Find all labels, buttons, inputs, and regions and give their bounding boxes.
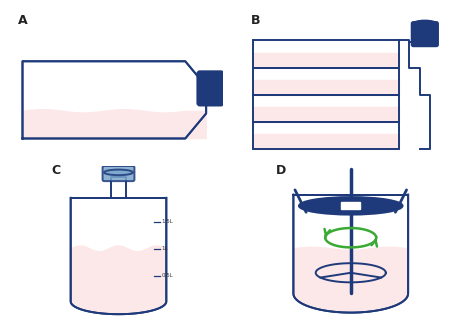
Bar xyxy=(253,67,399,95)
Ellipse shape xyxy=(413,21,437,27)
Text: 1.5L: 1.5L xyxy=(162,219,173,224)
Text: 1L: 1L xyxy=(162,246,168,251)
Polygon shape xyxy=(253,134,399,149)
Polygon shape xyxy=(253,107,399,122)
Polygon shape xyxy=(341,202,360,209)
Polygon shape xyxy=(253,52,399,67)
Polygon shape xyxy=(253,80,399,95)
Bar xyxy=(253,95,399,122)
Polygon shape xyxy=(200,93,208,97)
Bar xyxy=(253,122,399,149)
FancyBboxPatch shape xyxy=(197,71,223,106)
Polygon shape xyxy=(110,177,127,198)
Text: D: D xyxy=(276,164,286,177)
Text: B: B xyxy=(251,14,260,27)
Text: 0.5L: 0.5L xyxy=(162,274,173,279)
Text: A: A xyxy=(18,14,28,27)
Polygon shape xyxy=(22,61,206,138)
FancyBboxPatch shape xyxy=(102,166,135,181)
Polygon shape xyxy=(22,110,206,138)
Ellipse shape xyxy=(104,170,133,175)
Polygon shape xyxy=(293,247,408,313)
FancyBboxPatch shape xyxy=(412,22,438,46)
Polygon shape xyxy=(293,195,408,313)
Polygon shape xyxy=(71,198,166,314)
Polygon shape xyxy=(71,246,166,314)
Ellipse shape xyxy=(299,197,402,214)
Text: C: C xyxy=(52,164,61,177)
Bar xyxy=(253,41,399,67)
